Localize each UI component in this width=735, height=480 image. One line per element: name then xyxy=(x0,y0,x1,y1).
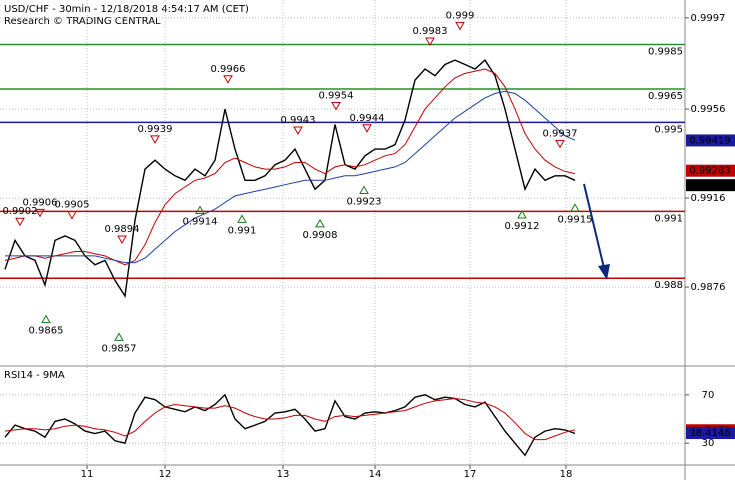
x-tick-label: 12 xyxy=(159,469,172,480)
pivot-low-marker xyxy=(359,185,369,194)
pivot-high-marker xyxy=(117,235,127,245)
pivot-high-label: 0.9894 xyxy=(105,224,140,235)
pivot-high-marker xyxy=(362,124,372,133)
chart-title: USD/CHF - 30min - 12/18/2018 4:54:17 AM … xyxy=(4,4,249,15)
level-label: 0.9985 xyxy=(648,47,683,58)
pivot-high-marker xyxy=(425,37,435,46)
arrow-head xyxy=(598,264,610,280)
x-tick-label: 17 xyxy=(464,469,477,480)
pivot-high-marker xyxy=(555,139,565,149)
pivot-high-marker xyxy=(150,135,160,144)
pivot-high-marker xyxy=(35,208,45,218)
price-tag xyxy=(686,427,735,440)
y-tick-label: 0.9916 xyxy=(691,193,726,204)
level-label: 0.991 xyxy=(654,213,683,224)
series-line xyxy=(4,59,576,298)
pivot-low-marker xyxy=(570,203,580,212)
x-tick-label: 11 xyxy=(81,469,94,480)
pivot-low-label: 0.991 xyxy=(228,225,257,236)
level-label: 0.995 xyxy=(654,124,683,135)
pivot-low-marker xyxy=(237,214,247,223)
pivot-high-label: 0.999 xyxy=(446,10,475,21)
series-line xyxy=(4,397,576,441)
y-tick-label: 0.9956 xyxy=(691,104,726,115)
arrow-shaft xyxy=(583,183,605,269)
pivot-low-marker xyxy=(315,218,325,228)
rsi-title: RSI14 - 9MA xyxy=(4,370,65,381)
pivot-high-label: 0.9983 xyxy=(413,26,448,37)
price-tag-label: 0.99218 xyxy=(689,180,730,191)
pivot-high-label: 0.9954 xyxy=(319,91,354,102)
pivot-high-marker xyxy=(293,126,303,135)
level-label: 0.988 xyxy=(654,280,683,291)
y-tick-label: 0.9876 xyxy=(691,282,726,293)
y-tick-label: 30 xyxy=(702,438,715,449)
pivot-high-label: 0.9966 xyxy=(211,64,246,75)
x-tick-label: 13 xyxy=(277,469,290,480)
pivot-high-label: 0.9943 xyxy=(281,115,316,126)
y-tick-label: 70 xyxy=(702,390,715,401)
pivot-low-label: 0.9857 xyxy=(102,343,137,354)
pivot-low-marker xyxy=(114,332,124,341)
pivot-high-label: 0.9902 xyxy=(3,206,38,217)
pivot-high-label: 0.9939 xyxy=(138,124,173,135)
pivot-high-label: 0.9944 xyxy=(350,113,385,124)
pivot-high-marker xyxy=(223,75,233,84)
x-tick-label: 14 xyxy=(369,469,382,480)
price-tag-label: 0.99283 xyxy=(689,166,730,177)
pivot-low-marker xyxy=(517,209,527,219)
chart-subtitle: Research © TRADING CENTRAL xyxy=(4,16,161,27)
price-tag-label: 38.4146 xyxy=(689,428,730,439)
pivot-low-label: 0.9915 xyxy=(558,214,593,225)
price-tag-label: 0.99419 xyxy=(689,135,730,146)
price-tag xyxy=(686,179,735,192)
price-tag xyxy=(686,164,735,177)
pivot-low-marker xyxy=(195,205,205,215)
forecast-arrow xyxy=(583,183,610,280)
price-tag xyxy=(686,134,735,147)
pivot-high-label: 0.9905 xyxy=(55,200,90,211)
series-line xyxy=(4,393,576,457)
x-tick-label: 18 xyxy=(560,469,573,480)
pivot-high-marker xyxy=(455,21,465,31)
series-line xyxy=(4,68,576,266)
pivot-high-marker xyxy=(67,211,77,220)
pivot-low-label: 0.9908 xyxy=(303,230,338,241)
series-line xyxy=(5,90,576,264)
pivot-high-label: 0.9937 xyxy=(543,128,578,139)
pivot-high-marker xyxy=(331,102,341,111)
pivot-low-label: 0.9912 xyxy=(505,221,540,232)
y-tick-label: 0.9997 xyxy=(691,13,726,24)
pivot-high-label: 0.9906 xyxy=(23,197,58,208)
pivot-low-marker xyxy=(41,314,51,324)
level-label: 0.9965 xyxy=(648,91,683,102)
pivot-low-label: 0.9865 xyxy=(29,326,64,337)
pivot-high-marker xyxy=(15,217,25,227)
pivot-low-label: 0.9914 xyxy=(183,217,218,228)
pivot-low-label: 0.9923 xyxy=(347,197,382,208)
